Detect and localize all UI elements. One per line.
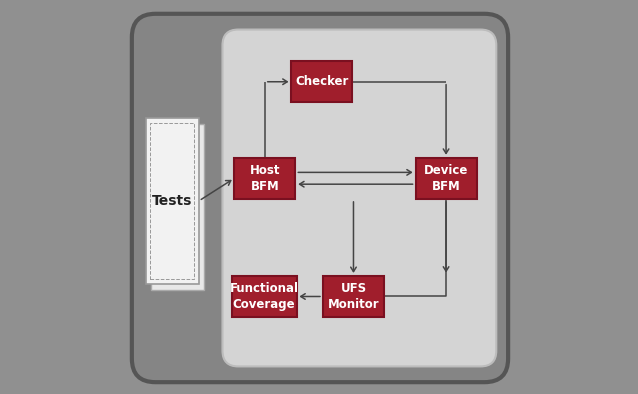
FancyBboxPatch shape xyxy=(292,61,352,102)
Text: Tests: Tests xyxy=(152,194,193,208)
FancyBboxPatch shape xyxy=(234,158,295,199)
Text: Device
BFM: Device BFM xyxy=(424,164,468,193)
FancyBboxPatch shape xyxy=(151,124,204,290)
Text: Functional
Coverage: Functional Coverage xyxy=(230,282,299,311)
FancyBboxPatch shape xyxy=(223,30,496,366)
FancyBboxPatch shape xyxy=(415,158,477,199)
FancyBboxPatch shape xyxy=(323,276,384,317)
Text: UFS
Monitor: UFS Monitor xyxy=(328,282,379,311)
FancyBboxPatch shape xyxy=(232,276,297,317)
Text: Host
BFM: Host BFM xyxy=(249,164,280,193)
FancyBboxPatch shape xyxy=(132,14,508,382)
Text: Checker: Checker xyxy=(295,75,348,88)
FancyBboxPatch shape xyxy=(145,118,199,284)
